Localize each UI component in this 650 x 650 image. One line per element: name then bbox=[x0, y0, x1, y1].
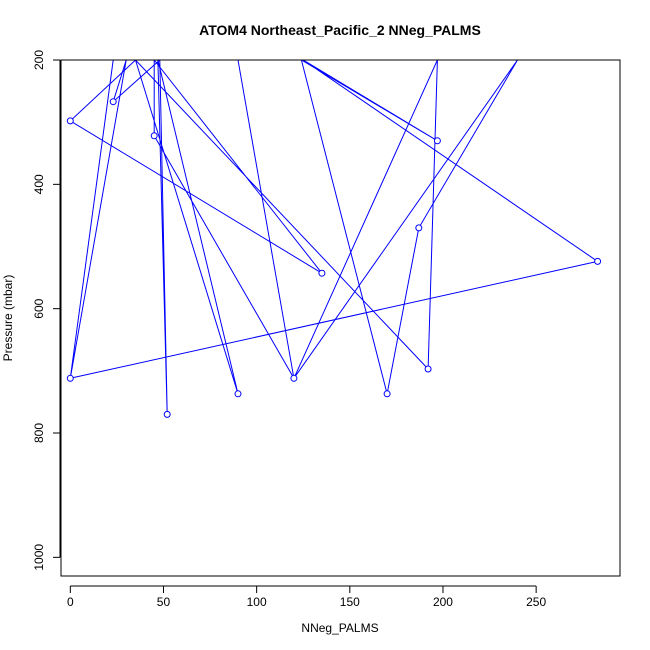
x-tick-label: 150 bbox=[340, 595, 360, 609]
plot-area bbox=[66, 60, 602, 418]
series-layer bbox=[66, 60, 602, 418]
x-tick-label: 250 bbox=[526, 595, 546, 609]
data-point bbox=[163, 410, 171, 418]
chart-title: ATOM4 Northeast_Pacific_2 NNeg_PALMS bbox=[199, 22, 481, 38]
y-tick-label: 200 bbox=[32, 50, 46, 70]
y-tick-label: 600 bbox=[32, 298, 46, 318]
y-tick-label: 400 bbox=[32, 174, 46, 194]
data-point bbox=[66, 374, 74, 382]
series-line bbox=[69, 60, 599, 415]
y-tick-label: 1000 bbox=[32, 544, 46, 571]
data-point bbox=[66, 117, 74, 125]
data-point bbox=[318, 269, 326, 277]
data-point bbox=[234, 390, 242, 398]
x-axis-label: NNeg_PALMS bbox=[301, 621, 378, 635]
x-tick-label: 200 bbox=[433, 595, 453, 609]
data-point bbox=[433, 137, 441, 145]
data-point bbox=[109, 98, 117, 106]
data-point bbox=[150, 132, 158, 140]
data-point bbox=[594, 257, 602, 265]
y-axis-label: Pressure (mbar) bbox=[1, 275, 15, 362]
x-axis: 0 50 100 150 200 250 bbox=[67, 585, 546, 609]
x-tick-label: 50 bbox=[157, 595, 171, 609]
x-tick-label: 100 bbox=[247, 595, 267, 609]
y-axis: 200 400 600 800 1000 bbox=[32, 50, 61, 571]
data-point bbox=[415, 224, 423, 232]
y-tick-label: 800 bbox=[32, 423, 46, 443]
data-point bbox=[383, 390, 391, 398]
data-point bbox=[424, 365, 432, 373]
plot-frame bbox=[60, 59, 621, 577]
data-point bbox=[290, 374, 298, 382]
x-tick-label: 0 bbox=[67, 595, 74, 609]
